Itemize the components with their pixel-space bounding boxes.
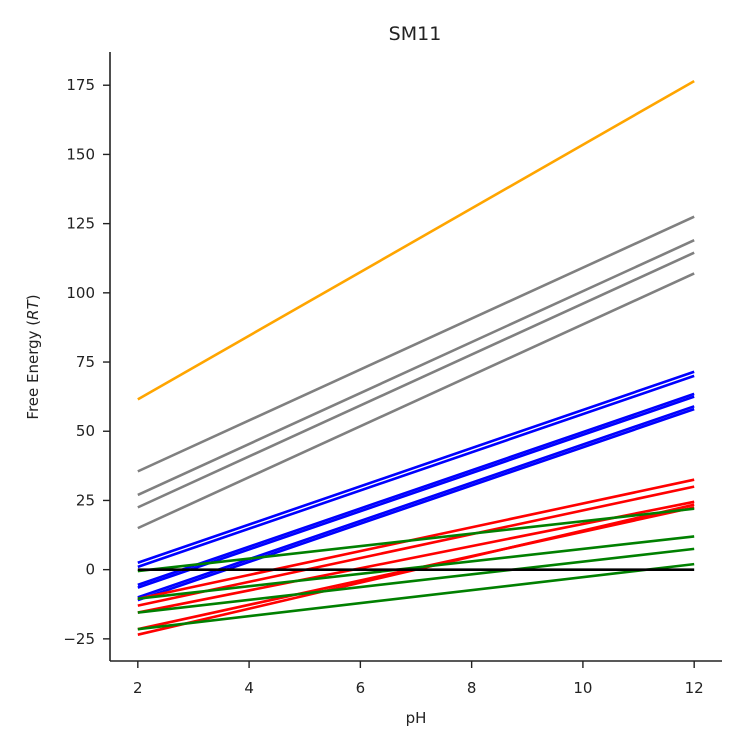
y-tick-label: 150 bbox=[66, 145, 95, 163]
series-line-17 bbox=[137, 507, 695, 573]
series-line-5 bbox=[137, 272, 695, 530]
y-tick-label: 50 bbox=[76, 422, 95, 440]
x-tick-label: 2 bbox=[133, 679, 143, 697]
chart-title: SM11 bbox=[389, 23, 442, 45]
series-line-1 bbox=[137, 79, 695, 401]
series-line-6 bbox=[137, 370, 695, 564]
y-axis-label-suffix: ) bbox=[24, 294, 42, 300]
series-line-18 bbox=[137, 535, 695, 601]
series-line-3 bbox=[137, 239, 695, 497]
y-tick-label: 25 bbox=[76, 491, 95, 509]
series-line-10 bbox=[137, 405, 695, 599]
y-tick-label: 125 bbox=[66, 215, 95, 233]
x-tick-label: 8 bbox=[467, 679, 477, 697]
series-line-19 bbox=[137, 547, 695, 614]
series-line-20 bbox=[137, 562, 695, 631]
series-line-13 bbox=[137, 485, 695, 607]
y-tick-label: 75 bbox=[76, 353, 95, 371]
series-line-7 bbox=[137, 374, 695, 569]
x-tick-label: 4 bbox=[244, 679, 254, 697]
y-axis-label-prefix: Free Energy ( bbox=[24, 320, 42, 420]
y-tick-label: 100 bbox=[66, 284, 95, 302]
series-line-9 bbox=[137, 395, 695, 589]
series-layer bbox=[137, 79, 695, 636]
y-tick-label: 175 bbox=[66, 76, 95, 94]
series-line-4 bbox=[137, 251, 695, 509]
x-ticks: 2 4 6 8 10 12 bbox=[133, 661, 704, 697]
x-tick-label: 6 bbox=[356, 679, 366, 697]
y-axis-label: Free Energy (RT) bbox=[24, 294, 42, 419]
x-tick-label: 10 bbox=[573, 679, 592, 697]
series-line-2 bbox=[137, 215, 695, 473]
series-line-8 bbox=[137, 392, 695, 587]
y-axis-label-italic: RT bbox=[24, 298, 42, 319]
series-line-11 bbox=[137, 407, 695, 602]
y-ticks: −25 0 25 50 75 100 125 150 175 bbox=[63, 76, 110, 648]
x-axis-label: pH bbox=[406, 709, 427, 727]
y-tick-label: 0 bbox=[85, 561, 95, 579]
y-tick-label: −25 bbox=[63, 630, 95, 648]
x-tick-label: 12 bbox=[685, 679, 704, 697]
